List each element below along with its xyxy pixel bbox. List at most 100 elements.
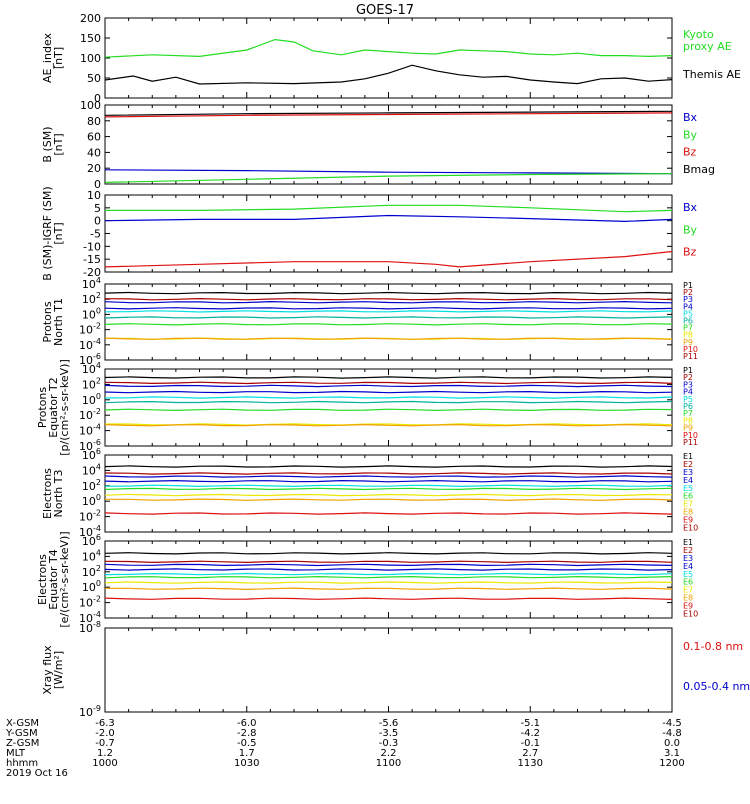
y-axis-label: [nT]: [52, 133, 65, 155]
y-tick-label: 0: [94, 92, 101, 105]
series-line-p3: [104, 384, 673, 388]
series-line-p5: [104, 396, 673, 399]
legend-e10: E10: [683, 609, 698, 618]
y-tick-label: 10-4: [79, 524, 101, 539]
row-label-hhmm: hhmm: [6, 758, 38, 769]
series-line-e7: [104, 493, 673, 497]
y-tick-label: 100: [82, 579, 101, 594]
legend-themis-ae: Themis AE: [682, 68, 741, 81]
y-axis-label: Electrons: [41, 468, 54, 519]
y-tick-label: 102: [82, 478, 101, 493]
legend-p9: P9: [683, 424, 693, 433]
series-line-p4: [104, 307, 673, 310]
y-axis-label: [nT]: [52, 222, 65, 244]
legend-e3: E3: [683, 468, 693, 477]
series-line-e9: [104, 512, 673, 515]
legend-p6: P6: [683, 402, 693, 411]
series-line-bmag: [104, 110, 673, 116]
series-line-e3: [104, 475, 673, 478]
y-tick-label: 10-6: [79, 438, 101, 453]
panel-frame: [104, 283, 673, 361]
y-tick-label: 50: [87, 72, 101, 85]
series-line-p9: [104, 337, 673, 340]
legend-e10: E10: [683, 523, 698, 532]
legend-e1: E1: [683, 452, 693, 461]
row-value: 1100: [376, 758, 401, 769]
legend-p3: P3: [683, 295, 693, 304]
legend-e5: E5: [683, 570, 693, 579]
series-line-e6: [104, 575, 673, 579]
legend-p11: P11: [683, 352, 698, 361]
row-value: 1.7: [239, 748, 255, 759]
row-value: -5.6: [379, 718, 399, 729]
panel-xray: 10-8 10-9 Xray flux[W/m²] 0.1-0.8 nm 0.05-0.…: [41, 620, 750, 719]
legend-0-1-0-8-nm: 0.1-0.8 nm: [683, 640, 743, 653]
series-line-e2: [104, 472, 673, 475]
y-tick-label: 100: [82, 493, 101, 508]
series-line-p4: [104, 390, 673, 394]
y-tick-label: 104: [82, 276, 101, 291]
y-tick-label: 60: [87, 131, 101, 144]
y-tick-label: 5: [94, 202, 101, 215]
x-axis-labels: X-GSM -6.3 -6.0 -5.6 -5.1 -4.5 Y-GSM -2.0 -2.8 -3…: [5, 718, 685, 779]
legend-p5: P5: [683, 395, 693, 404]
series-line-kyoto-proxy-ae: [104, 38, 673, 58]
legend-e9: E9: [683, 602, 693, 611]
series-line-e8: [105, 498, 673, 501]
legend-kyoto-proxy-ae: proxy AE: [683, 40, 732, 53]
y-tick-label: 200: [80, 12, 101, 25]
panel-frame: [104, 194, 673, 273]
series-line-e1: [104, 552, 673, 555]
y-tick-label: 40: [87, 146, 101, 159]
y-tick-label: 102: [82, 291, 101, 306]
legend-p1: P1: [683, 281, 693, 290]
legend-p8: P8: [683, 416, 693, 425]
y-axis-label: Protons: [41, 301, 54, 342]
series-line-e5: [104, 484, 673, 488]
y-axis-label: B (SM): [41, 126, 54, 162]
series-line-e4: [104, 479, 673, 483]
y-tick-label: 104: [82, 462, 101, 477]
series-line-p7: [104, 323, 673, 326]
y-tick-label: 100: [82, 392, 101, 407]
legend-e8: E8: [683, 508, 693, 517]
series-line-p1: [104, 376, 673, 379]
series-line-p9: [104, 423, 673, 427]
legend-p1: P1: [683, 366, 693, 375]
row-value: -6.0: [237, 718, 257, 729]
legend-p5: P5: [683, 309, 693, 318]
legend-bx: Bx: [683, 111, 698, 124]
series-line-p2: [104, 297, 673, 301]
legend-e7: E7: [683, 500, 693, 509]
row-label-mlt: MLT: [6, 748, 26, 759]
series-line-themis-ae: [104, 64, 673, 85]
y-tick-label: 20: [87, 162, 101, 175]
row-value: 2.2: [381, 748, 397, 759]
row-value: 1.2: [97, 748, 113, 759]
series-line-by: [104, 173, 673, 183]
legend-bz: Bz: [683, 246, 697, 259]
legend-e8: E8: [683, 594, 693, 603]
y-axis-label: [nT]: [52, 47, 65, 69]
y-tick-label: 80: [87, 115, 101, 128]
legend-by: By: [683, 128, 698, 141]
row-value: -0.1: [520, 738, 540, 749]
y-tick-label: 10-2: [79, 595, 101, 610]
row-value: 0.0: [664, 738, 680, 749]
y-axis-label: North T3: [52, 470, 65, 518]
y-tick-label: 100: [80, 99, 101, 112]
row-value: 1030: [234, 758, 259, 769]
row-value: 1000: [92, 758, 117, 769]
legend-p4: P4: [683, 302, 693, 311]
y-axis-label: Xray flux: [41, 645, 54, 695]
series-line-p8: [105, 423, 673, 426]
y-tick-label: 104: [82, 361, 101, 376]
series-line-e6: [104, 487, 673, 491]
y-axis-label: North T1: [52, 298, 65, 346]
legend-e5: E5: [683, 484, 693, 493]
